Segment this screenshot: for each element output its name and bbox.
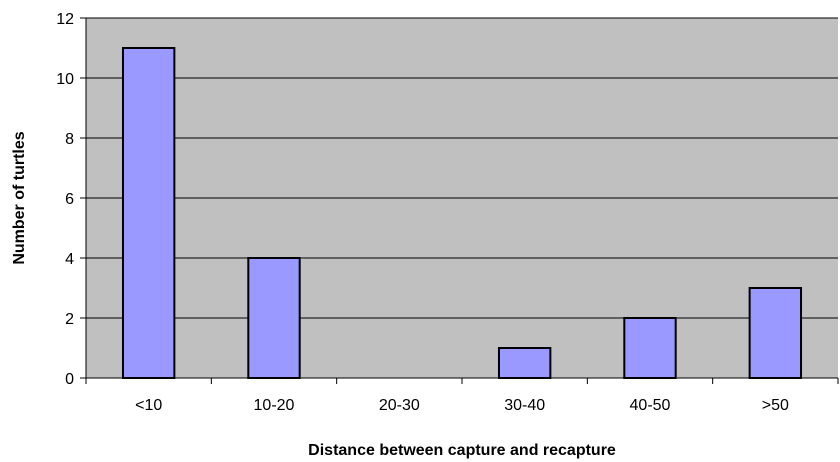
x-tick-label: 10-20	[254, 397, 295, 414]
y-axis-title: Number of turtles	[11, 131, 28, 264]
axes	[80, 17, 839, 384]
y-tick-label: 2	[65, 311, 74, 328]
y-tick-label: 10	[56, 71, 74, 88]
bar-1	[247, 257, 301, 379]
bars	[121, 47, 803, 379]
y-tick-label: 4	[65, 251, 74, 268]
x-tick-label: 20-30	[379, 397, 420, 414]
x-tick-label: >50	[762, 397, 789, 414]
bar-3	[497, 347, 552, 379]
y-tick-label: 8	[65, 131, 74, 148]
x-axis-title: Distance between capture and recapture	[308, 442, 616, 459]
x-tick-label: 40-50	[630, 397, 671, 414]
bar-4	[623, 317, 677, 379]
x-tick-labels: <10 10-20 20-30 30-40 40-50 >50	[135, 397, 789, 414]
y-tick-labels: 0 2 4 6 8 10 12	[56, 11, 74, 388]
y-tick-label: 12	[56, 11, 74, 28]
x-tick-label: <10	[135, 397, 162, 414]
y-tick-label: 0	[65, 371, 74, 388]
y-tick-label: 6	[65, 191, 74, 208]
x-tick-label: 30-40	[504, 397, 545, 414]
bar-0	[121, 47, 176, 379]
gridlines	[86, 17, 838, 319]
bar-5	[748, 287, 803, 379]
